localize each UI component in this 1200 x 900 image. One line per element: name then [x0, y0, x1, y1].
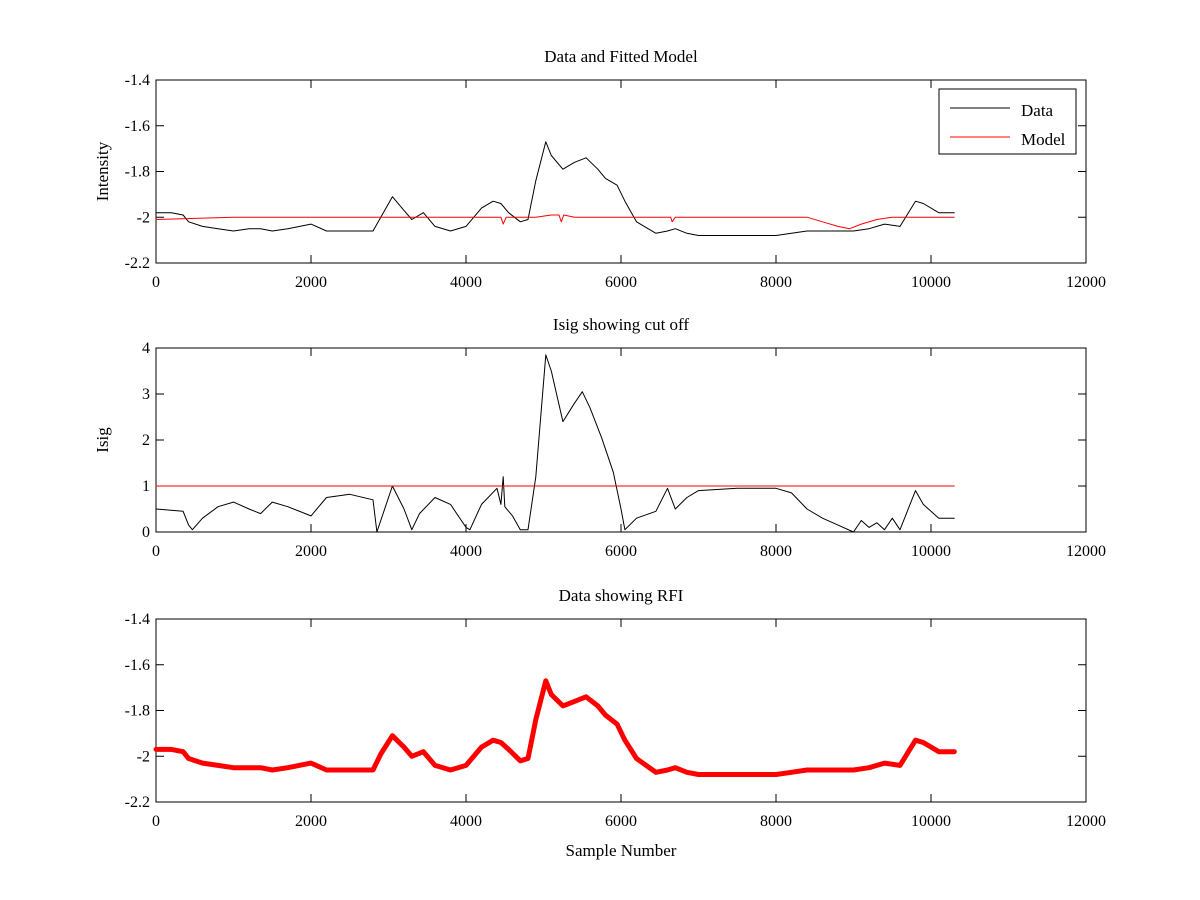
y-tick-label: -1.4 — [125, 611, 150, 628]
y-tick-label: 0 — [142, 524, 150, 541]
y-tick-label: 3 — [142, 386, 150, 403]
axis-ticks: 0 2000 4000 6000 8000 10000 12000 -2.2 -2 -1.8 -1.… — [125, 72, 1106, 291]
x-tick-label: 10000 — [911, 813, 951, 830]
chart-title: Data showing RFI — [559, 586, 684, 605]
y-tick-label: -1.8 — [125, 164, 150, 181]
x-tick-label: 0 — [152, 813, 160, 830]
series-group — [153, 678, 957, 777]
series-line-model — [155, 214, 955, 230]
x-tick-label: 12000 — [1066, 543, 1106, 560]
panel-data-showing-rfi: 0 2000 4000 6000 8000 10000 12000 -2.2 -2 -1.8 -1.… — [125, 586, 1106, 860]
plot-frame — [155, 347, 1087, 533]
x-tick-label: 0 — [152, 274, 160, 291]
y-tick-label: -2 — [137, 209, 150, 226]
y-axis-label: Isig — [93, 427, 112, 453]
x-tick-label: 6000 — [605, 274, 637, 291]
legend-box — [938, 88, 1077, 155]
x-tick-label: 10000 — [911, 274, 951, 291]
x-tick-label: 2000 — [295, 813, 327, 830]
x-tick-label: 4000 — [450, 543, 482, 560]
axis-ticks: 0 2000 4000 6000 8000 10000 12000 -2.2 -2 -1.8 -1.… — [125, 611, 1106, 830]
x-tick-label: 0 — [152, 543, 160, 560]
panel-data-and-fitted-model: 0 2000 4000 6000 8000 10000 12000 -2.2 -2 -1.8 -1.… — [93, 47, 1106, 291]
series-line-0 — [153, 678, 957, 777]
series-line-data — [155, 141, 955, 236]
x-tick-label: 6000 — [605, 543, 637, 560]
legend-label-model: Model — [1021, 130, 1066, 149]
chart-title: Isig showing cut off — [553, 315, 689, 334]
x-tick-label: 4000 — [450, 813, 482, 830]
series-group — [155, 354, 955, 533]
y-tick-label: -1.8 — [125, 703, 150, 720]
x-tick-label: 12000 — [1066, 274, 1106, 291]
x-tick-label: 8000 — [760, 813, 792, 830]
legend-label-data: Data — [1021, 101, 1054, 120]
plot-frame — [155, 618, 1087, 803]
legend: Data Model — [938, 88, 1077, 155]
y-tick-label: -2 — [137, 748, 150, 765]
x-tick-label: 4000 — [450, 274, 482, 291]
x-tick-label: 2000 — [295, 543, 327, 560]
x-axis-label: Sample Number — [566, 841, 677, 860]
y-tick-label: -1.6 — [125, 118, 150, 135]
x-tick-label: 8000 — [760, 543, 792, 560]
panel-isig-showing-cut-off: 0 2000 4000 6000 8000 10000 12000 0 1 2 3 4 Isig sh… — [93, 315, 1106, 560]
axis-ticks: 0 2000 4000 6000 8000 10000 12000 0 1 2 3 4 — [142, 340, 1106, 560]
y-tick-label: 2 — [142, 432, 150, 449]
y-tick-label: -2.2 — [125, 794, 150, 811]
series-group — [155, 141, 955, 236]
y-tick-label: -2.2 — [125, 255, 150, 272]
plot-frame — [155, 79, 1087, 264]
y-tick-label: -1.4 — [125, 72, 150, 89]
y-axis-label: Intensity — [93, 141, 112, 201]
chart-title: Data and Fitted Model — [544, 47, 698, 66]
x-tick-label: 6000 — [605, 813, 637, 830]
y-tick-label: -1.6 — [125, 657, 150, 674]
x-tick-label: 8000 — [760, 274, 792, 291]
series-line-0 — [155, 354, 955, 533]
y-tick-label: 4 — [142, 340, 150, 357]
x-tick-label: 12000 — [1066, 813, 1106, 830]
x-tick-label: 10000 — [911, 543, 951, 560]
x-tick-label: 2000 — [295, 274, 327, 291]
y-tick-label: 1 — [142, 478, 150, 495]
